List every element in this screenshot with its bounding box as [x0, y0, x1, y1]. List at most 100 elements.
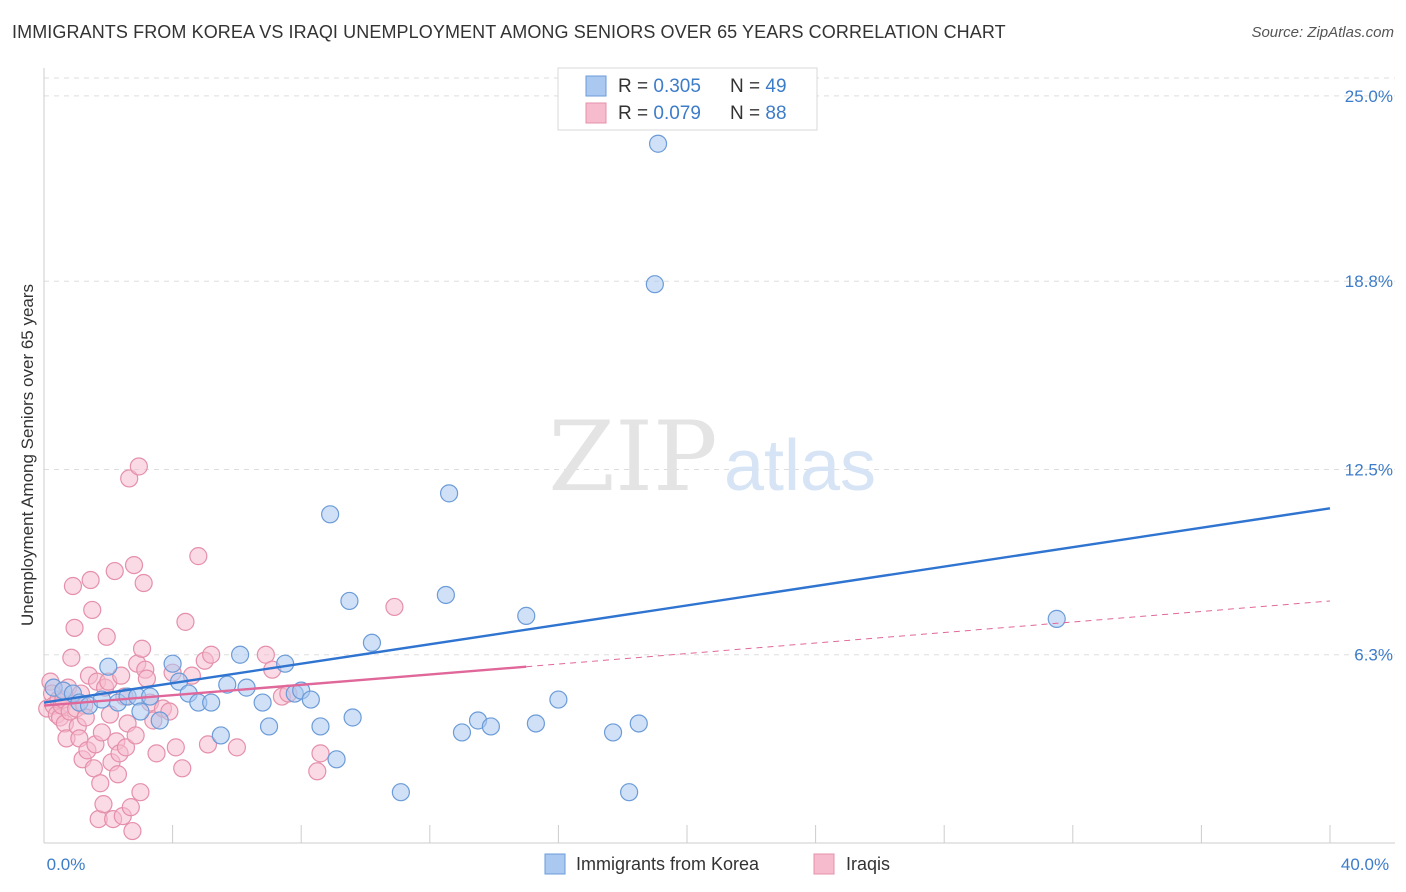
iraq-point: [63, 576, 83, 596]
y-tick-label: 25.0%: [1345, 87, 1393, 106]
iraq-point: [91, 774, 110, 793]
iraq-point: [112, 666, 131, 685]
iraq-point: [83, 600, 102, 620]
korea-point: [439, 484, 459, 503]
y-tick-labels: 6.3% 12.5% 18.8% 25.0%: [1345, 87, 1393, 665]
korea-point: [150, 711, 169, 730]
iraq-point: [81, 570, 100, 590]
bottom-legend-swatch-iraq: [813, 853, 835, 875]
iraq-point: [227, 738, 246, 757]
legend-iraq-r-value: 0.079: [653, 103, 701, 124]
legend-korea-n-value: 49: [765, 76, 786, 97]
iraq-point: [385, 597, 404, 617]
iraq-point: [92, 723, 111, 742]
iraq-point: [256, 645, 275, 664]
iraq-point: [189, 547, 208, 566]
iraq-point: [97, 627, 116, 646]
korea-point: [163, 654, 182, 673]
korea-point: [436, 585, 455, 605]
iraq-trend-line: [43, 665, 527, 707]
iraq-point: [147, 744, 166, 763]
legend-iraq-r-label: R = 0.079: [618, 103, 701, 124]
iraq-trend-extension: [526, 600, 1331, 668]
korea-point: [343, 708, 362, 727]
x-tick-label: 40.0%: [1341, 855, 1389, 874]
watermark-zip: ZIP: [548, 401, 717, 513]
iraq-point: [166, 738, 185, 757]
iraq-point: [124, 555, 144, 575]
korea-point: [218, 675, 237, 694]
y-tick-label: 6.3%: [1354, 646, 1393, 665]
korea-point: [327, 750, 346, 769]
legend-iraq-n-value: 88: [765, 103, 786, 124]
iraq-point: [84, 759, 103, 778]
iraq-point: [116, 738, 136, 757]
korea-point: [517, 606, 536, 625]
source-credit: Source: ZipAtlas.com: [1251, 24, 1394, 41]
iraq-point: [202, 645, 221, 664]
korea-points: [44, 134, 1066, 802]
korea-point: [253, 693, 272, 712]
iraq-point: [108, 765, 128, 784]
x-tick-label: 0.0%: [47, 855, 86, 874]
korea-point: [321, 505, 340, 524]
axes: [43, 68, 1395, 844]
y-tick-label: 12.5%: [1345, 460, 1393, 479]
korea-point: [1047, 609, 1066, 628]
x-tick-labels: 0.0% 40.0%: [47, 855, 1389, 874]
iraq-points: [38, 457, 404, 841]
korea-point: [311, 717, 330, 736]
legend-swatch-korea: [585, 75, 607, 97]
korea-point: [620, 783, 639, 802]
korea-point: [340, 591, 359, 611]
iraq-point: [131, 783, 150, 802]
korea-point: [526, 714, 545, 733]
zipatlas-watermark: ZIP atlas: [548, 401, 876, 513]
watermark-atlas: atlas: [724, 426, 876, 506]
iraq-point: [120, 469, 139, 488]
legend-korea-n-label: N = 49: [730, 76, 787, 97]
korea-point: [202, 693, 221, 712]
iraq-point: [173, 759, 192, 778]
iraq-point: [198, 735, 218, 754]
iraq-point: [62, 648, 81, 667]
korea-point: [391, 783, 410, 802]
korea-point: [99, 657, 118, 676]
iraq-point: [94, 795, 113, 814]
y-tick-label: 18.8%: [1345, 272, 1393, 291]
korea-point: [648, 134, 668, 153]
korea-point: [481, 717, 500, 736]
grid-lines: [44, 77, 1395, 656]
korea-point: [211, 726, 230, 745]
korea-trend-line: [43, 507, 1331, 704]
bottom-legend-swatch-korea: [544, 853, 566, 875]
iraq-point: [132, 639, 152, 658]
korea-point: [629, 714, 648, 733]
korea-point: [259, 717, 279, 736]
korea-point: [301, 690, 320, 709]
korea-point: [276, 654, 295, 673]
korea-point: [549, 690, 568, 709]
iraq-point: [311, 744, 330, 763]
bottom-legend-korea-label: Immigrants from Korea: [576, 854, 760, 874]
chart-title: IMMIGRANTS FROM KOREA VS IRAQI UNEMPLOYM…: [12, 22, 1006, 42]
korea-point: [231, 645, 250, 664]
iraq-point: [129, 457, 148, 476]
korea-point: [452, 723, 472, 742]
iraq-point: [176, 612, 195, 631]
legend-iraq-n-label: N = 88: [730, 103, 787, 124]
korea-point: [362, 633, 382, 652]
iraq-point: [65, 618, 84, 637]
legend-swatch-iraq: [585, 102, 607, 124]
legend-korea-r-value: 0.305: [653, 76, 701, 97]
iraq-point: [134, 573, 153, 593]
trend-lines: [43, 507, 1331, 707]
correlation-legend: R = 0.305 N = 49 R = 0.079 N = 88: [557, 67, 818, 131]
iraq-point: [105, 561, 124, 581]
korea-point: [603, 723, 623, 742]
legend-korea-r-label: R = 0.305: [618, 76, 701, 97]
korea-point: [131, 702, 150, 721]
korea-point: [645, 275, 664, 294]
iraq-point: [123, 821, 142, 841]
iraq-point: [308, 762, 327, 781]
